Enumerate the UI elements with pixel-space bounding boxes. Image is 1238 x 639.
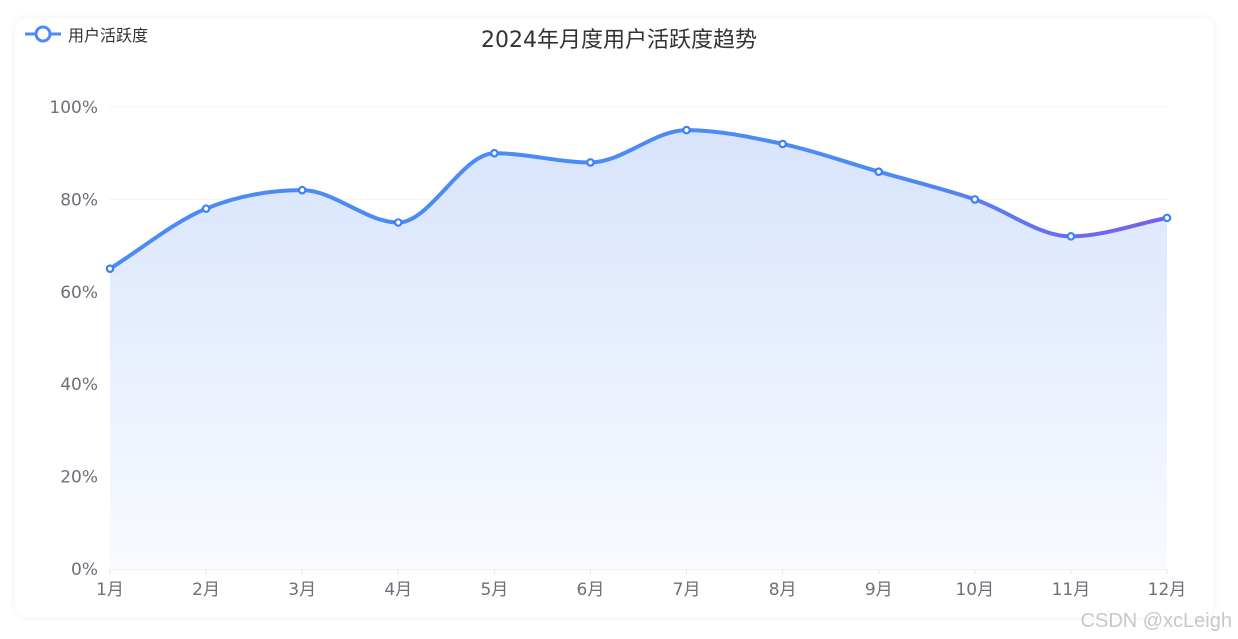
data-point[interactable] bbox=[1066, 232, 1076, 241]
chart-legend[interactable]: 用户活跃度 bbox=[24, 22, 148, 46]
data-point[interactable] bbox=[970, 195, 980, 204]
chart-title: 2024年月度用户活跃度趋势 bbox=[481, 28, 757, 53]
data-point[interactable] bbox=[586, 158, 595, 167]
data-point[interactable] bbox=[393, 218, 403, 227]
x-tick-label: 3月 bbox=[288, 580, 316, 600]
x-tick-label: 10月 bbox=[955, 580, 994, 600]
data-point[interactable] bbox=[490, 148, 499, 158]
data-point[interactable] bbox=[201, 204, 211, 213]
x-tick-label: 12月 bbox=[1148, 580, 1187, 600]
x-tick-label: 8月 bbox=[769, 580, 797, 600]
y-tick-label: 0% bbox=[71, 560, 98, 580]
series-area bbox=[110, 130, 1167, 569]
y-tick-label: 100% bbox=[49, 98, 98, 118]
data-point[interactable] bbox=[682, 125, 691, 135]
y-tick-label: 40% bbox=[60, 375, 98, 395]
y-tick-label: 20% bbox=[60, 468, 98, 488]
x-tick-label: 1月 bbox=[96, 580, 124, 600]
x-tick-label: 7月 bbox=[673, 580, 701, 600]
x-axis-ticks: 1月 2月 3月 4月 5月 6月 7月 8月 9月 10月 11月 12月 bbox=[96, 569, 1186, 600]
y-axis-ticks: 0% 20% 40% 60% 80% 100% bbox=[49, 98, 98, 580]
x-tick-label: 6月 bbox=[577, 580, 605, 600]
data-point[interactable] bbox=[297, 185, 307, 195]
x-tick-label: 2月 bbox=[192, 580, 220, 600]
data-point[interactable] bbox=[874, 167, 884, 176]
x-tick-label: 5月 bbox=[480, 580, 508, 600]
data-point[interactable] bbox=[105, 264, 115, 274]
series-markers bbox=[105, 125, 1172, 274]
series-line bbox=[108, 128, 1169, 271]
legend-line-circle-icon bbox=[25, 25, 61, 43]
x-tick-label: 4月 bbox=[384, 580, 412, 600]
y-tick-label: 80% bbox=[60, 190, 98, 210]
y-tick-label: 60% bbox=[60, 283, 98, 303]
data-point[interactable] bbox=[778, 139, 787, 149]
watermark: CSDN @xcLeigh bbox=[1080, 610, 1232, 632]
x-tick-label: 11月 bbox=[1052, 580, 1091, 600]
data-point[interactable] bbox=[1162, 213, 1172, 223]
x-tick-label: 9月 bbox=[865, 580, 893, 600]
legend-label: 用户活跃度 bbox=[68, 26, 149, 45]
